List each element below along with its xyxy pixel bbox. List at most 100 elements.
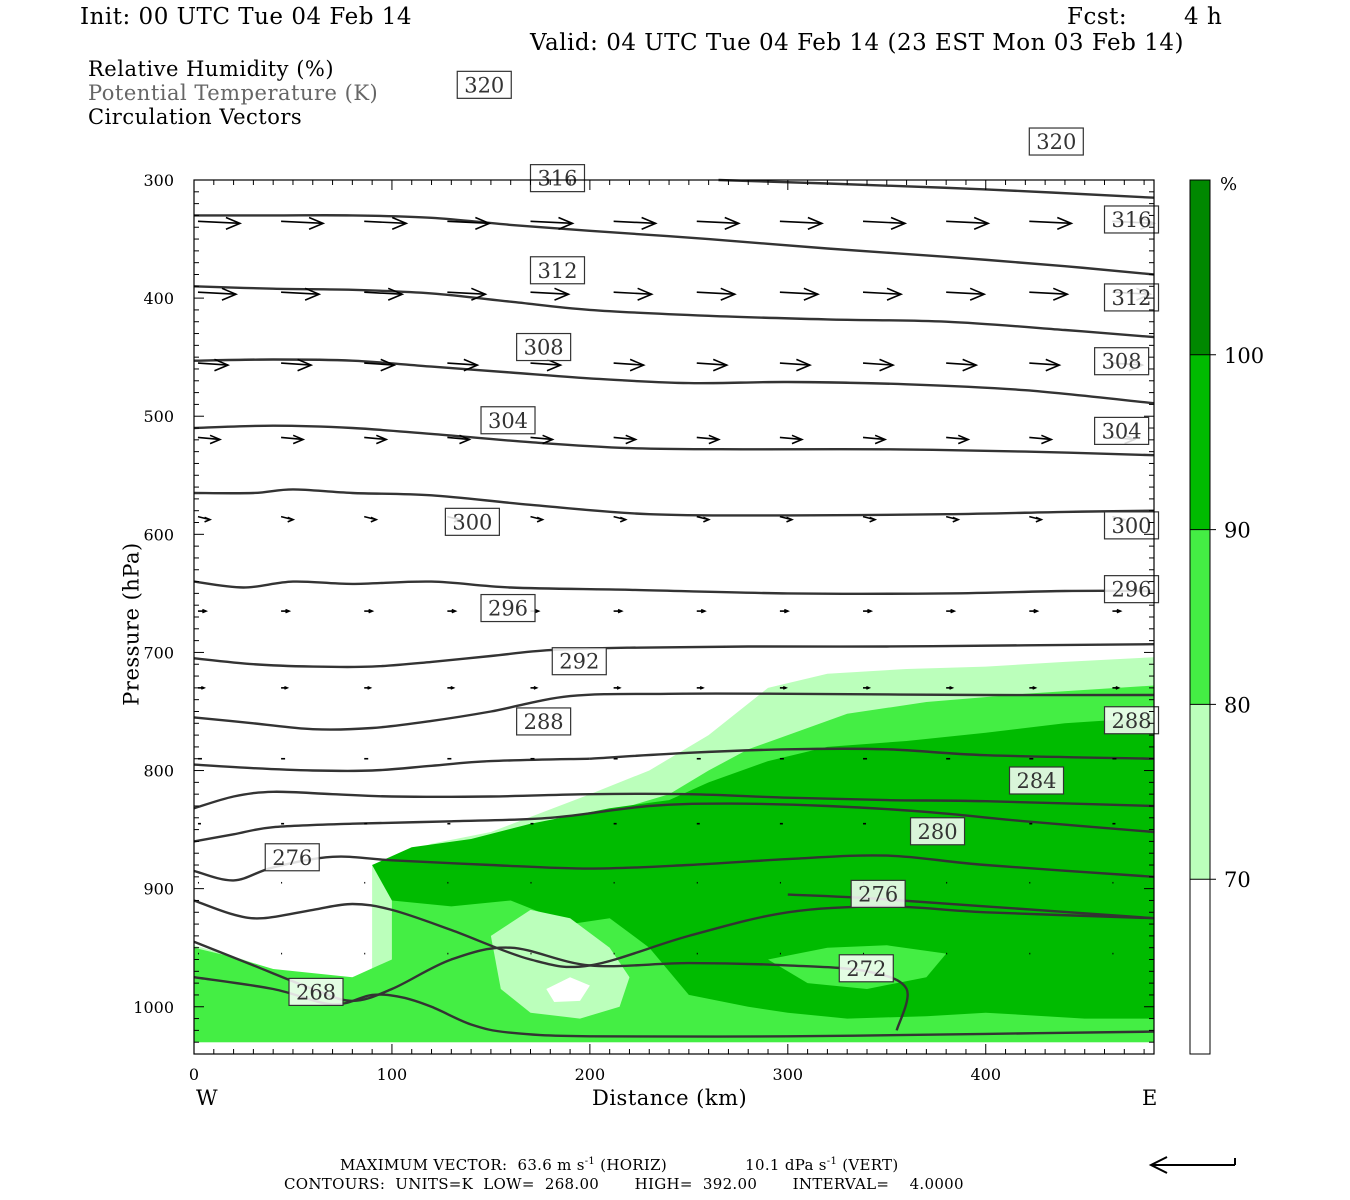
theta-label-box [264,843,320,872]
vector-arrow [364,608,375,614]
vector-arrow [364,216,409,230]
theta-label-box [850,879,906,908]
theta-label-box [456,70,512,99]
vector-arrow [696,608,707,614]
vector-arrow [197,434,223,445]
vector-arrow [945,515,961,523]
vector-head [641,216,658,230]
vector-head [292,434,306,445]
vector-head [1045,358,1062,372]
init-time: Init: 00 UTC Tue 04 Feb 14 [80,4,413,30]
vector-head [225,216,243,230]
vector-arrow [613,358,646,372]
vector-arrow [197,608,209,614]
max-vector-line: MAXIMUM VECTOR: 63.6 m s-1 (HORIZ) 10.1 … [340,1156,899,1174]
vector-arrow [1029,287,1070,301]
theta-label-box [1094,416,1150,445]
y-tick-label: 900 [143,880,174,899]
theta-label-box [516,332,572,362]
vector-arrow [447,358,480,372]
vector-head [285,608,292,614]
vector-head [391,216,409,230]
vector-head [546,358,563,372]
vector-shaft [197,436,221,441]
vector-arrow [946,685,955,690]
vector-arrow [946,358,979,372]
theta-contour-296-10 [193,643,1155,669]
max-vector-horiz-exp: -1 [584,1156,596,1167]
vector-arrow [447,685,456,690]
vector-head [791,434,804,445]
vector-head [1052,287,1070,301]
theta-label: 288 [516,707,572,736]
vector-shaft [613,436,636,441]
y-tick-label: 700 [143,643,174,662]
vector-shaft [779,436,802,441]
vector-arrow [779,515,794,523]
vector-head [952,516,961,523]
vector-arrow [1029,608,1040,614]
vector-head [554,287,571,301]
vector-arrow [613,685,622,690]
theta-label-text: 316 [1111,208,1151,232]
vector-head [637,287,654,301]
x-tick-label: 300 [773,1065,804,1084]
theta-label-text: 320 [464,73,504,97]
vector-head [204,516,213,523]
theta-contour-304-12 [193,488,1155,517]
vector-head [949,685,955,690]
vector-shaft [613,220,656,225]
x-axis-west-label: W [196,1086,219,1110]
theta-label-box [1103,575,1160,604]
vector-arrow [696,515,711,523]
vector-arrow [779,358,812,372]
forecast-value: 4 h [1184,4,1223,30]
theta-label: 320 [1028,127,1084,156]
theta-label-text: 316 [537,167,577,191]
theta-label-box [1008,766,1065,795]
vector-head [370,516,379,523]
theta-label-text: 304 [488,409,528,433]
vector-shaft [530,220,573,225]
colorbar-frame [1189,179,1211,1055]
vector-head [962,358,979,372]
vector-arrow [530,434,555,445]
theta-label-text: 296 [1111,578,1151,602]
theta-contour-308-13 [193,424,1155,457]
vector-head [786,516,794,523]
vector-head [796,358,812,372]
x-axis-title: Distance (km) [592,1086,748,1110]
vector-head [534,608,541,614]
vector-arrow [1029,434,1054,445]
vector-arrow [946,434,971,445]
theta-label-layer: 268 272 276 276 280 284 288 288 292 296 296 300 300 3… [264,70,1160,1007]
vector-head [625,434,638,445]
vector-head [387,287,405,301]
theta-label: 272 [838,954,894,983]
theta-label-text: 292 [559,650,599,674]
vector-shaft [946,362,977,366]
y-tick-label: 400 [143,289,174,308]
vector-arrow [197,287,239,301]
vector-arrow [779,685,788,690]
vector-head [221,287,239,301]
theta-label: 312 [529,256,586,285]
max-vector-horiz-tag: (HORIZ) [600,1156,667,1174]
vector-arrow [696,685,705,690]
vector-shaft [862,362,894,366]
theta-label: 308 [516,332,572,362]
vector-head [957,434,971,445]
vector-arrow [946,608,957,614]
vector-arrow [613,434,638,445]
theta-label-text: 312 [537,259,577,283]
rh-fill-70-3 [490,909,630,1019]
vector-arrow [197,358,231,372]
vector-arrow [862,358,896,372]
theta-label-text: 268 [296,980,336,1004]
colorbar-label: 70 [1224,868,1251,892]
theta-label: 276 [850,879,906,908]
vector-shaft [696,220,739,225]
vector-arrow [863,608,874,614]
vector-arrow [281,434,306,445]
max-vector-vert-tag: (VERT) [842,1156,899,1174]
